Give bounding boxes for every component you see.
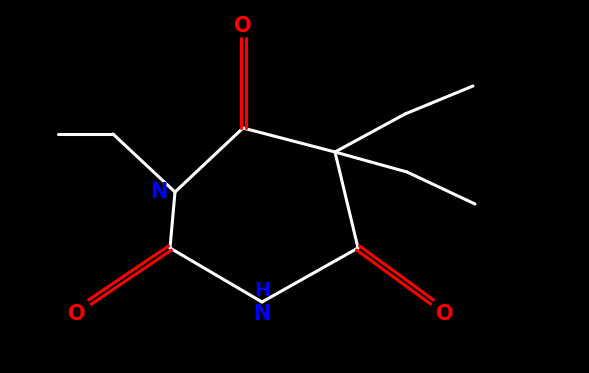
Text: H: H: [254, 281, 270, 300]
Text: O: O: [436, 304, 454, 324]
Text: N: N: [253, 304, 271, 324]
Text: N: N: [150, 182, 167, 202]
Text: O: O: [234, 16, 252, 36]
Text: O: O: [68, 304, 86, 324]
